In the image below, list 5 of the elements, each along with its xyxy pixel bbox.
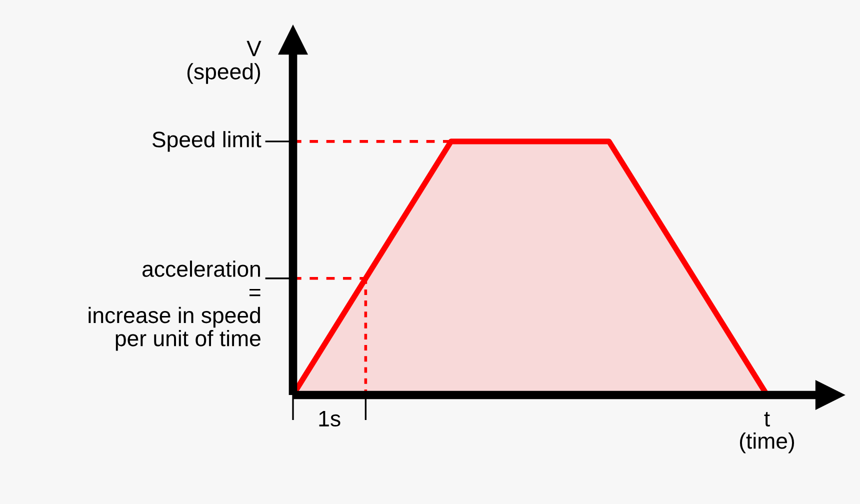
ref-line-label: Speed limit [152,131,262,152]
x-axis-title: t (time) [740,412,794,454]
text: 1s [319,411,340,427]
ref-line-label: acceleration = increase in speed per unit of time [88,260,260,351]
y-axis-title: V (speed) [187,40,262,84]
